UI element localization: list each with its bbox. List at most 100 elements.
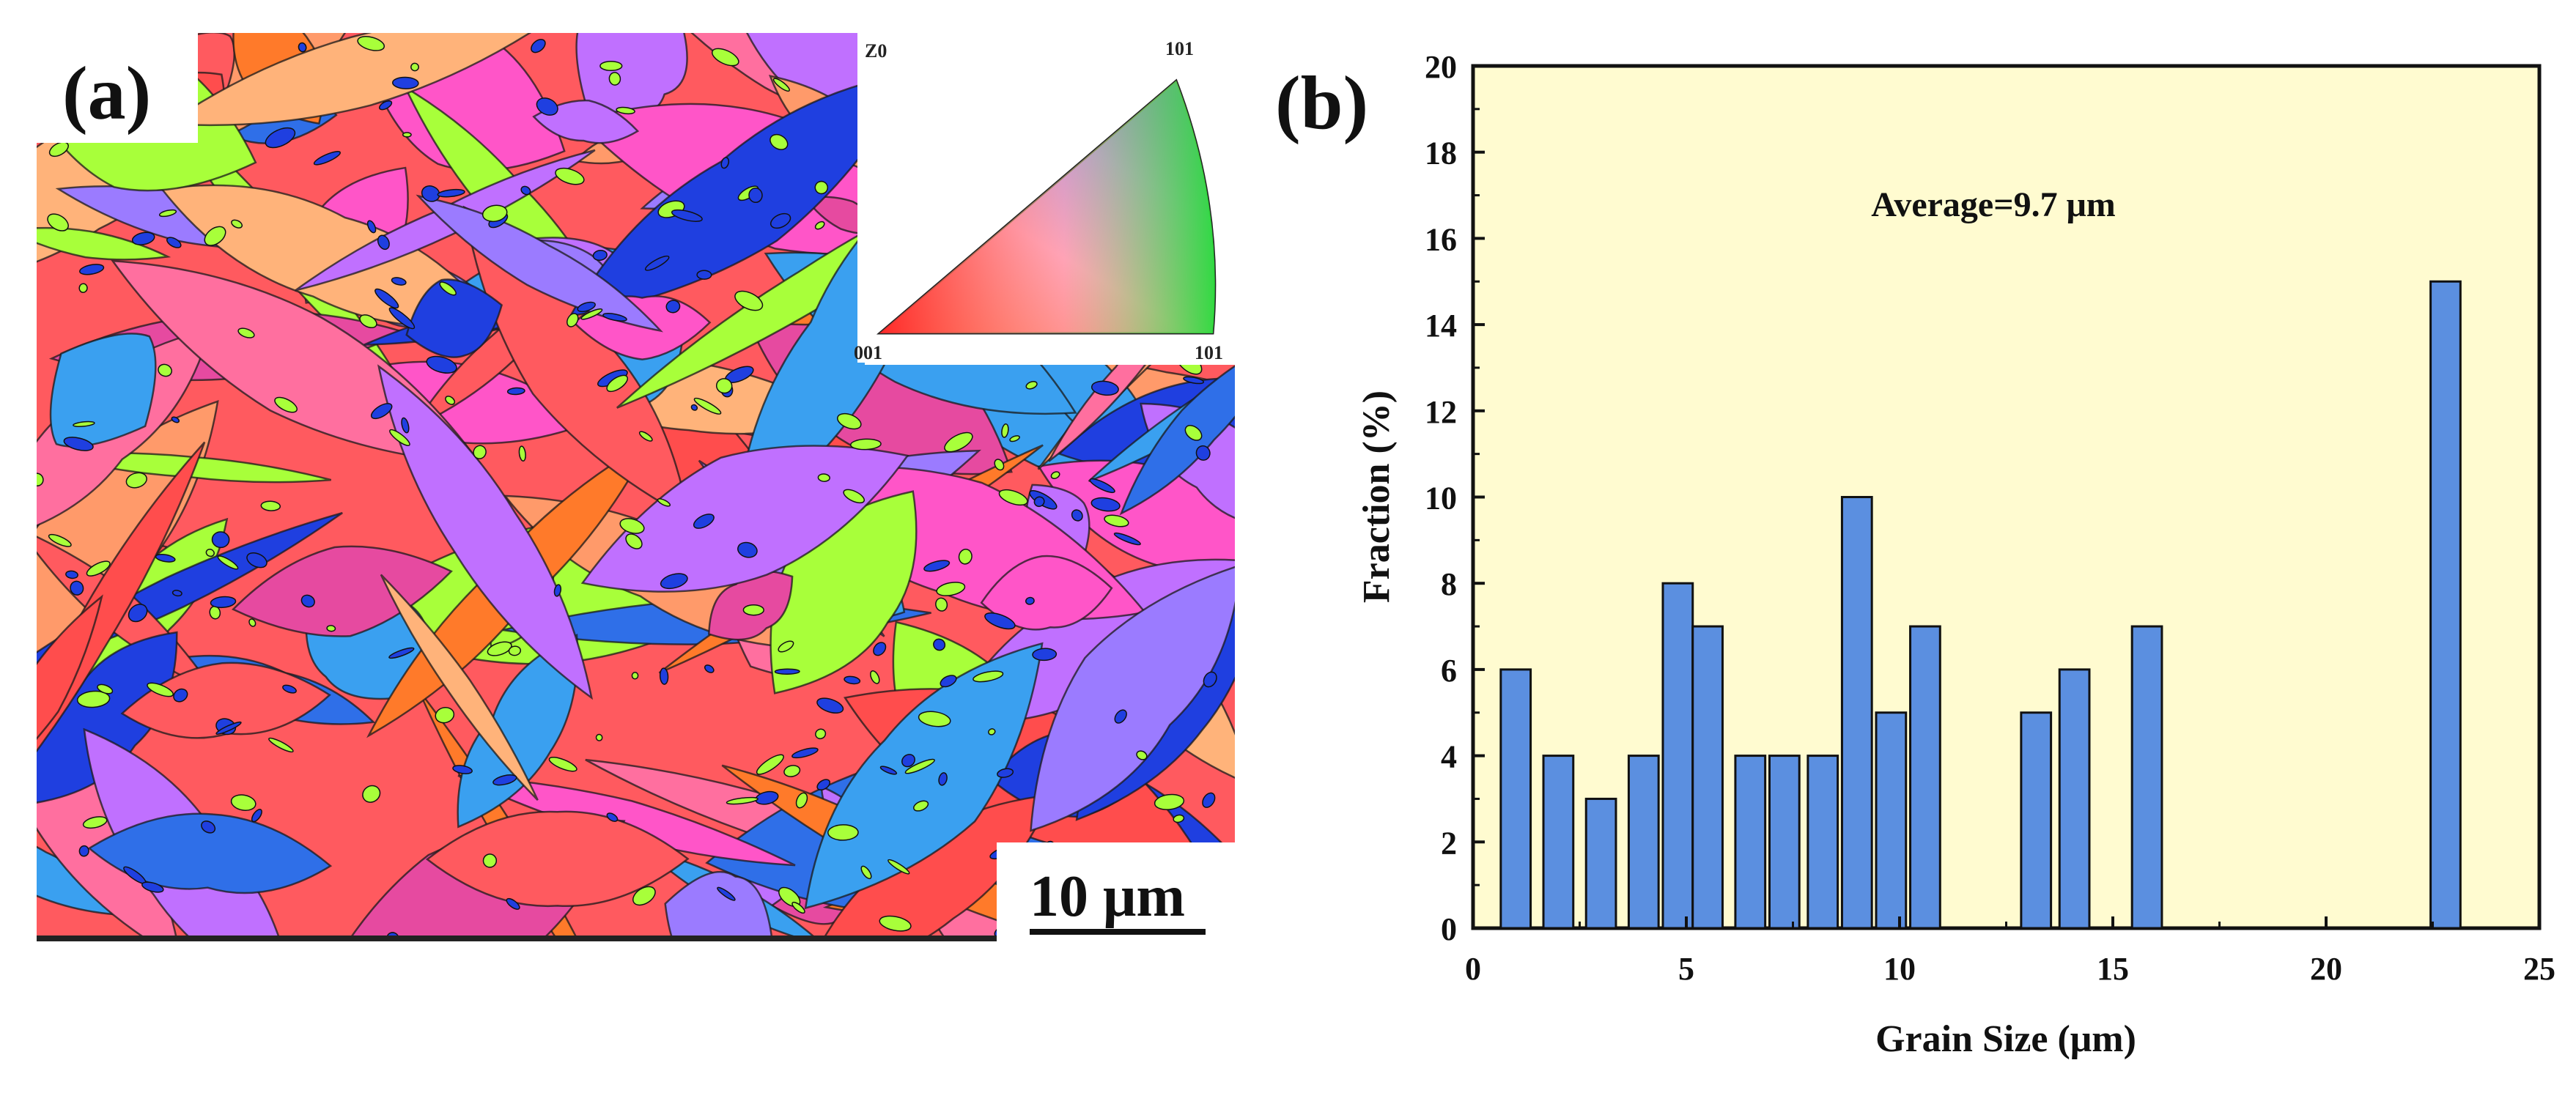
small-grain [720,157,730,169]
bar [1909,625,1941,930]
small-grain [577,301,596,313]
small-grain [452,765,473,774]
small-grain [482,853,498,868]
small-grain [125,472,147,489]
small-grain [357,36,385,51]
small-grain [998,489,1028,506]
small-grain [795,792,808,809]
small-grain [37,473,44,487]
small-grain [204,226,226,246]
small-grain [506,387,525,396]
small-grain [217,555,239,570]
small-grain [201,820,216,834]
small-grain [1071,509,1083,522]
small-grain [268,737,294,753]
grain [664,870,774,938]
grain [580,445,909,593]
bar [1542,755,1575,930]
small-grain [913,800,929,812]
small-grain [606,812,619,822]
y-tick-label: 4 [1441,739,1457,775]
panel-b-label: (b) [1275,61,1368,145]
ipf-top-label: 101 [1165,38,1194,59]
small-grain [370,403,393,420]
small-grain [481,204,508,223]
small-grain [48,141,69,158]
grain [1119,338,1235,516]
bar [2429,280,2462,930]
small-grain [693,514,715,529]
small-grain [657,498,671,507]
small-grain [76,690,111,708]
small-grain [445,396,456,405]
small-grain [860,865,872,880]
y-tick-label: 0 [1441,911,1457,947]
small-grain [606,374,629,393]
small-grain [567,313,579,327]
small-grain [616,106,635,115]
small-grain [817,473,830,482]
small-grain [791,901,805,914]
small-grain [944,431,973,453]
small-grain [79,264,105,275]
small-grain [619,518,645,534]
small-grain [816,697,844,714]
small-grain [260,500,281,511]
small-grain [388,307,416,330]
bar [2020,711,2053,930]
small-grain [1183,376,1205,385]
small-grain [82,816,108,829]
small-grain [78,283,88,293]
y-tick-label: 12 [1425,394,1457,430]
small-grain [997,768,1014,778]
small-grain [815,728,827,740]
ipf-color-key: Z0 101 001 101 [854,29,1242,363]
small-grain [1202,792,1216,808]
small-grain [473,445,487,459]
small-grain [873,642,887,656]
grain [457,634,579,829]
small-grain [487,641,512,656]
small-grain [734,290,764,311]
small-grain [251,809,262,823]
small-grain [901,754,915,768]
panel-a-label: (a) [62,51,151,136]
scale-bar-label: 10 μm [1030,864,1185,929]
small-grain [97,683,114,694]
bar [1875,711,1908,930]
small-grain [173,688,188,703]
small-grain [1032,648,1058,662]
small-grain [923,560,951,572]
map-bottom-strip [37,935,997,941]
small-grain [48,533,72,547]
small-grain [205,549,215,557]
small-grain [580,308,603,320]
grain [980,555,1113,631]
small-grain [696,270,712,280]
small-grain [158,363,172,377]
small-grain [555,167,585,185]
small-grain [1009,435,1020,442]
bar [1840,496,1873,930]
small-grain [958,548,973,565]
x-axis-title: Grain Size (μm) [1875,1018,2136,1060]
grain-size-histogram: (b) 0 2 4 6 8 10 12 14 16 18 20 0 5 10 15 20 25 Average… [1275,49,2555,1060]
y-axis: 0 2 4 6 8 10 12 14 16 18 20 [1425,49,1485,947]
x-axis: 0 5 10 15 20 25 [1465,916,2555,987]
small-grain [625,533,643,549]
scale-bar: 10 μm [997,842,1261,945]
bar [2058,668,2091,930]
small-grain [1050,471,1060,479]
y-tick-label: 18 [1425,136,1457,171]
small-grain [704,664,715,673]
small-grain [300,594,315,608]
small-grain [1089,478,1115,494]
small-grain [849,438,882,451]
y-tick-label: 16 [1425,221,1457,257]
small-grain [870,670,880,684]
small-grain [742,604,764,616]
small-grain [1104,514,1129,527]
small-grain [879,766,898,775]
ipf-triangle-overlay [879,81,1215,333]
small-grain [715,378,733,394]
